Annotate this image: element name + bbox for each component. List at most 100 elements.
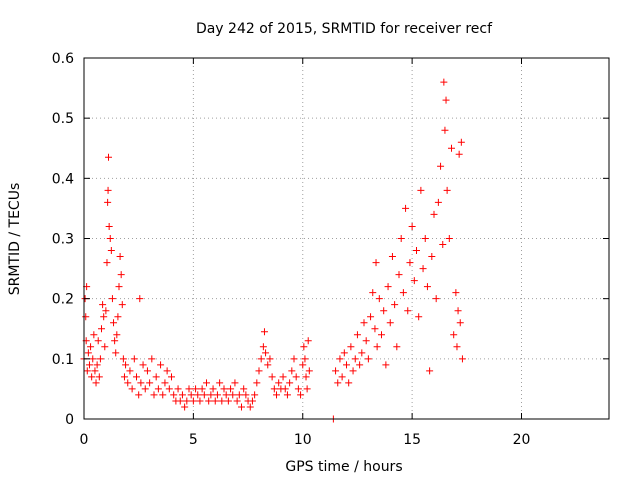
data-point-marker <box>128 385 136 393</box>
data-point-marker <box>159 391 167 399</box>
data-point-marker <box>170 391 178 399</box>
data-point-marker <box>378 331 385 339</box>
data-point-marker <box>458 355 466 363</box>
data-point-marker <box>82 313 90 321</box>
data-point-marker <box>189 397 197 405</box>
data-point-marker <box>375 295 383 303</box>
data-point-marker <box>150 391 158 399</box>
data-point-marker <box>382 361 390 369</box>
data-point-marker <box>453 343 461 351</box>
data-point-marker <box>364 355 372 363</box>
data-point-marker <box>116 253 124 261</box>
data-point-marker <box>200 391 208 399</box>
data-point-marker <box>347 343 355 351</box>
data-point-marker <box>264 361 272 369</box>
data-point-marker <box>161 379 169 387</box>
data-point-marker <box>415 313 423 321</box>
data-point-marker <box>442 96 450 104</box>
x-tick-label: 0 <box>80 432 89 448</box>
data-point-marker <box>130 355 138 363</box>
data-point-marker <box>105 153 112 161</box>
data-point-marker <box>117 271 125 279</box>
data-point-marker <box>266 355 274 363</box>
data-point-marker <box>227 385 235 393</box>
data-point-marker <box>253 379 261 387</box>
data-point-marker <box>457 138 465 146</box>
data-point-marker <box>251 391 259 399</box>
data-point-marker <box>118 301 126 309</box>
data-point-marker <box>386 319 394 327</box>
data-point-marker <box>83 367 91 375</box>
data-point-marker <box>304 337 312 345</box>
data-point-marker <box>218 397 226 405</box>
data-point-marker <box>455 150 463 158</box>
data-point-marker <box>139 361 147 369</box>
data-point-marker <box>334 379 342 387</box>
data-point-marker <box>211 397 219 405</box>
data-point-marker <box>88 373 96 381</box>
data-point-marker <box>143 367 151 375</box>
data-point-marker <box>351 355 359 363</box>
data-point-marker <box>122 361 130 369</box>
data-point-marker <box>332 367 340 375</box>
data-point-marker <box>183 397 191 405</box>
data-point-marker <box>432 295 440 303</box>
data-point-marker <box>192 385 200 393</box>
data-point-marker <box>207 391 215 399</box>
data-point-marker <box>356 361 364 369</box>
data-point-marker <box>115 283 123 291</box>
data-point-marker <box>176 397 184 405</box>
data-point-marker <box>371 325 379 333</box>
data-point-marker <box>102 307 110 315</box>
data-point-marker <box>428 253 436 261</box>
data-point-marker <box>367 313 375 321</box>
data-point-marker <box>152 373 160 381</box>
data-point-marker <box>148 355 156 363</box>
data-point-marker <box>126 367 134 375</box>
data-point-marker <box>141 385 149 393</box>
data-point-marker <box>110 319 118 327</box>
data-point-marker <box>238 403 245 411</box>
data-point-marker <box>279 373 287 381</box>
y-tick-label: 0.1 <box>52 352 74 368</box>
data-point-marker <box>445 235 453 242</box>
data-point-marker <box>124 379 132 387</box>
data-point-marker <box>336 355 344 363</box>
data-point-marker <box>345 379 353 387</box>
data-point-marker <box>301 355 309 363</box>
data-point-marker <box>248 397 256 405</box>
data-point-marker <box>393 343 401 351</box>
x-tick-label: 5 <box>189 432 198 448</box>
data-point-marker <box>137 379 145 387</box>
data-point-marker <box>174 385 182 393</box>
x-tick-labels: 0 5 10 15 20 <box>80 432 531 448</box>
data-point-marker <box>216 379 224 387</box>
data-point-marker <box>220 385 228 393</box>
data-point-marker <box>231 379 239 387</box>
data-point-marker <box>340 349 348 357</box>
y-tick-label: 0.3 <box>52 232 74 248</box>
data-point-marker <box>157 361 165 369</box>
data-point-marker <box>100 313 108 321</box>
data-point-marker <box>419 265 427 273</box>
data-point-marker <box>114 313 122 321</box>
data-point-marker <box>106 235 114 242</box>
data-point-marker <box>154 385 162 393</box>
data-point-marker <box>290 355 298 363</box>
data-point-marker <box>294 385 302 393</box>
data-point-marker <box>402 204 410 212</box>
data-point-marker <box>187 391 195 399</box>
data-point-marker <box>168 373 175 381</box>
data-point-marker <box>439 241 447 249</box>
chart-title: Day 242 of 2015, SRMTID for receiver rec… <box>196 21 493 37</box>
data-point-marker <box>91 367 99 375</box>
data-point-marker <box>413 247 420 255</box>
data-point-marker <box>283 391 291 399</box>
data-point-marker <box>205 397 213 405</box>
x-tick-label: 20 <box>513 432 531 448</box>
data-point-marker <box>404 307 412 315</box>
data-point-marker <box>240 385 248 393</box>
data-point-marker <box>101 343 109 351</box>
